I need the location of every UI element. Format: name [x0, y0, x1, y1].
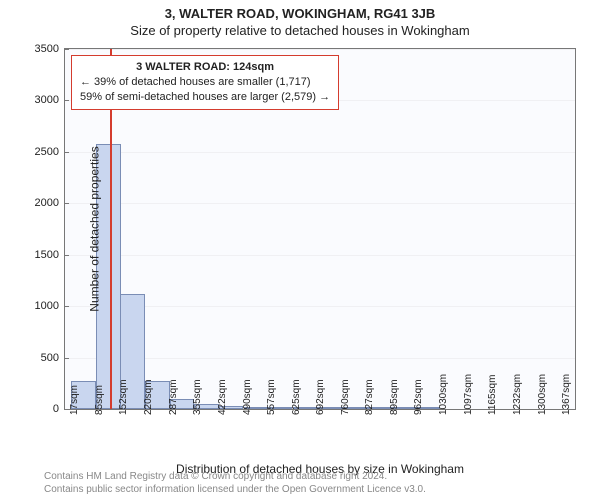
y-tick-label: 1500 [35, 249, 65, 261]
x-tick-label: 625sqm [291, 379, 302, 415]
x-tick-label: 1097sqm [463, 374, 474, 415]
chart-suptitle: 3, WALTER ROAD, WOKINGHAM, RG41 3JB [0, 6, 600, 21]
annotation-line-3: 59% of semi-detached houses are larger (… [80, 90, 330, 105]
y-gridline [65, 255, 575, 256]
x-tick-label: 895sqm [389, 379, 400, 415]
x-tick-label: 422sqm [217, 379, 228, 415]
y-tick-label: 500 [41, 352, 65, 364]
x-tick-label: 692sqm [315, 379, 326, 415]
y-gridline [65, 152, 575, 153]
footer-line-1: Contains HM Land Registry data © Crown c… [44, 471, 426, 484]
x-tick-label: 152sqm [118, 379, 129, 415]
footer-line-2: Contains public sector information licen… [44, 484, 426, 497]
y-gridline [65, 203, 575, 204]
chart-titles: 3, WALTER ROAD, WOKINGHAM, RG41 3JB Size… [0, 0, 600, 38]
x-tick-label: 490sqm [242, 379, 253, 415]
footer-attribution: Contains HM Land Registry data © Crown c… [44, 471, 426, 496]
x-tick-label: 85sqm [94, 385, 105, 415]
y-tick-label: 3500 [35, 43, 65, 55]
annotation-line-2: ← 39% of detached houses are smaller (1,… [80, 75, 330, 90]
y-tick-label: 3000 [35, 94, 65, 106]
x-tick-label: 1030sqm [438, 374, 449, 415]
x-tick-label: 1300sqm [537, 374, 548, 415]
x-tick-label: 760sqm [340, 379, 351, 415]
x-tick-label: 220sqm [143, 379, 154, 415]
chart-subtitle: Size of property relative to detached ho… [0, 23, 600, 38]
y-tick-label: 2000 [35, 197, 65, 209]
y-tick-label: 0 [53, 403, 65, 415]
x-tick-label: 1232sqm [512, 374, 523, 415]
annotation-line-1: 3 WALTER ROAD: 124sqm [80, 60, 330, 75]
x-tick-label: 962sqm [413, 379, 424, 415]
x-tick-label: 287sqm [168, 379, 179, 415]
x-tick-label: 1367sqm [561, 374, 572, 415]
annotation-box: 3 WALTER ROAD: 124sqm ← 39% of detached … [71, 55, 339, 110]
y-tick-label: 2500 [35, 146, 65, 158]
x-tick-label: 355sqm [192, 379, 203, 415]
y-gridline [65, 49, 575, 50]
x-tick-label: 17sqm [69, 385, 80, 415]
x-tick-label: 1165sqm [487, 375, 498, 415]
x-tick-label: 827sqm [364, 379, 375, 415]
y-tick-label: 1000 [35, 300, 65, 312]
plot-wrap: 050010001500200025003000350017sqm85sqm15… [64, 48, 576, 410]
plot-area: 050010001500200025003000350017sqm85sqm15… [64, 48, 576, 410]
y-axis-label: Number of detached properties [88, 146, 102, 311]
x-tick-label: 557sqm [266, 379, 277, 415]
